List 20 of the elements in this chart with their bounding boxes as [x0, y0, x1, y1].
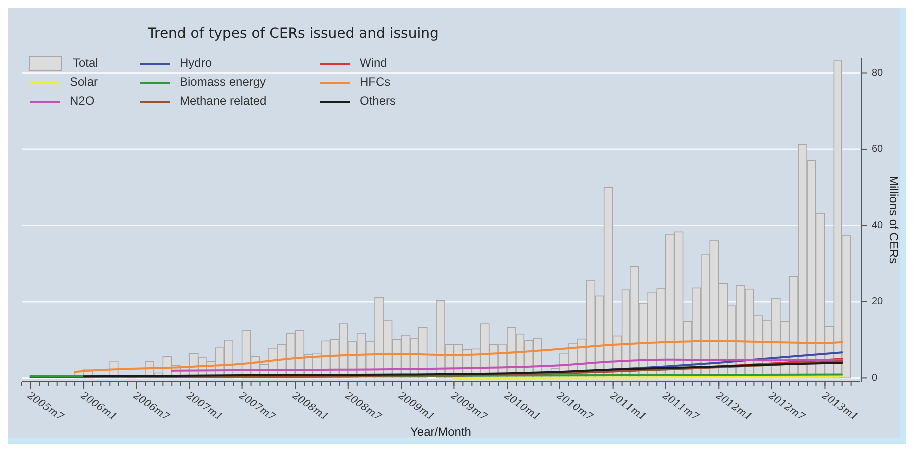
y-tick-label: 0 [872, 372, 878, 384]
legend-label: Biomass energy [180, 75, 266, 90]
line-series [74, 340, 844, 374]
legend-label: Solar [70, 75, 98, 90]
y-tick-label: 40 [872, 220, 884, 232]
y-tick-label: 60 [872, 144, 884, 156]
y-axis-title: Millions of CERs [887, 176, 901, 264]
line-series [171, 358, 844, 372]
legend-label: HFCs [360, 75, 391, 90]
x-axis-title: Year/Month [410, 425, 472, 439]
legend-label: N2O [70, 94, 95, 108]
line-series [83, 362, 844, 378]
y-tick-label: 80 [872, 68, 884, 79]
legend-label: Hydro [180, 56, 212, 70]
y-tick-label: 20 [872, 296, 884, 308]
legend-label: Total [73, 56, 98, 70]
legend-label: Methane related [180, 94, 267, 108]
legend-label: Others [360, 94, 396, 108]
chart-title: Trend of types of CERs issued and issuing [147, 26, 439, 42]
legend-label: Wind [360, 56, 388, 70]
